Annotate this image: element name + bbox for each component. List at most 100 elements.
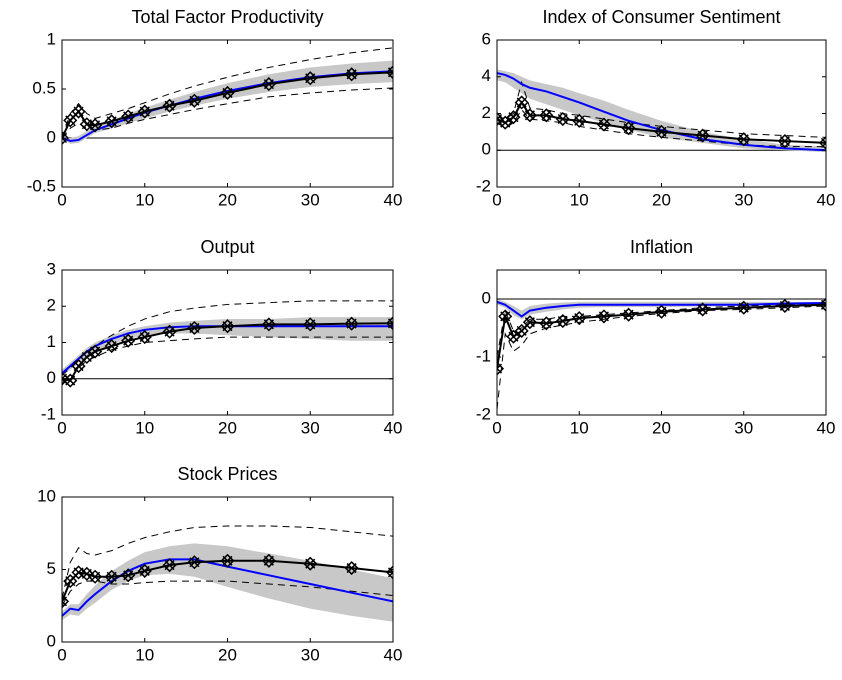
marker [121,568,136,583]
y-tick-label: -2 [476,404,491,423]
line [62,558,393,617]
marker [695,302,710,317]
y-tick-label: 0 [482,140,491,159]
marker [162,558,177,573]
marker [162,324,177,339]
x-tick-label: 40 [384,645,403,664]
marker [62,594,70,609]
y-tick-label: 1 [47,29,56,48]
marker [385,316,393,331]
marker [121,333,136,348]
x-tick-label: 20 [218,645,237,664]
x-tick-label: 0 [492,190,501,209]
y-tick-label: 0 [482,288,491,307]
x-tick-label: 40 [384,190,403,209]
marker [63,113,78,128]
y-tick-label: 0 [47,368,56,387]
x-tick-label: 40 [384,418,403,437]
plot [62,525,393,622]
x-tick-label: 30 [301,190,320,209]
marker [498,115,513,130]
marker [818,135,826,150]
subplot-title: Output [200,237,254,257]
y-tick-label: 0 [47,631,56,650]
y-tick-label: 3 [47,259,56,278]
marker [187,93,202,108]
marker [654,304,669,319]
marker [220,85,235,100]
marker [344,316,359,331]
marker [71,359,86,374]
y-tick-label: -1 [41,404,56,423]
marker [220,319,235,334]
marker [303,317,318,332]
marker [88,569,103,584]
x-tick-label: 30 [734,190,753,209]
marker [88,344,103,359]
x-tick-label: 30 [734,418,753,437]
x-tick-label: 40 [817,190,836,209]
subplot: Inflation 0 10 20 30 40 -2 -1 0 [476,237,836,438]
x-tick-label: 30 [301,418,320,437]
marker [498,309,513,324]
marker [104,569,119,584]
plot-area [497,40,826,187]
x-tick-label: 20 [218,190,237,209]
marker [303,71,318,86]
marker [539,316,554,331]
marker [596,309,611,324]
marker [137,330,152,345]
marker [539,108,554,123]
marker [596,117,611,132]
marker [522,108,537,123]
marker [572,311,587,326]
line [497,72,826,152]
marker [261,77,276,92]
marker [71,104,86,119]
dashed-line [62,525,393,599]
x-tick-label: 0 [57,190,66,209]
marker [63,574,78,589]
marker [818,297,826,312]
line [497,300,826,318]
marker [79,117,94,132]
marker [162,98,177,113]
marker [572,113,587,128]
marker [514,323,529,338]
y-tick-label: 5 [47,559,56,578]
x-tick-label: 0 [57,645,66,664]
marker [654,124,669,139]
plot-area [62,40,393,187]
y-tick-label: 2 [47,296,56,315]
x-tick-label: 10 [135,190,154,209]
y-tick-label: 1 [47,332,56,351]
y-tick-label: 4 [482,66,491,85]
x-tick-label: 0 [57,418,66,437]
marker [220,553,235,568]
marker [385,65,393,80]
marker [621,121,636,136]
subplot-title: Stock Prices [177,464,277,484]
dashed-line [497,305,826,410]
subplot-title: Index of Consumer Sentiment [542,7,780,27]
y-tick-label: 0 [47,127,56,146]
marker [137,563,152,579]
marker [514,95,529,110]
subplot-title: Total Factor Productivity [131,7,323,27]
marker [777,298,792,314]
marker [506,329,521,344]
marker [62,130,70,146]
marker [63,373,78,388]
x-tick-label: 10 [135,418,154,437]
x-tick-label: 30 [301,645,320,664]
marker [261,553,276,568]
y-tick-label: -0.5 [27,176,56,195]
marker [621,307,636,322]
confidence-band [62,60,393,144]
dashed-line [62,47,393,139]
y-tick-label: -2 [476,176,491,195]
marker [137,104,152,119]
